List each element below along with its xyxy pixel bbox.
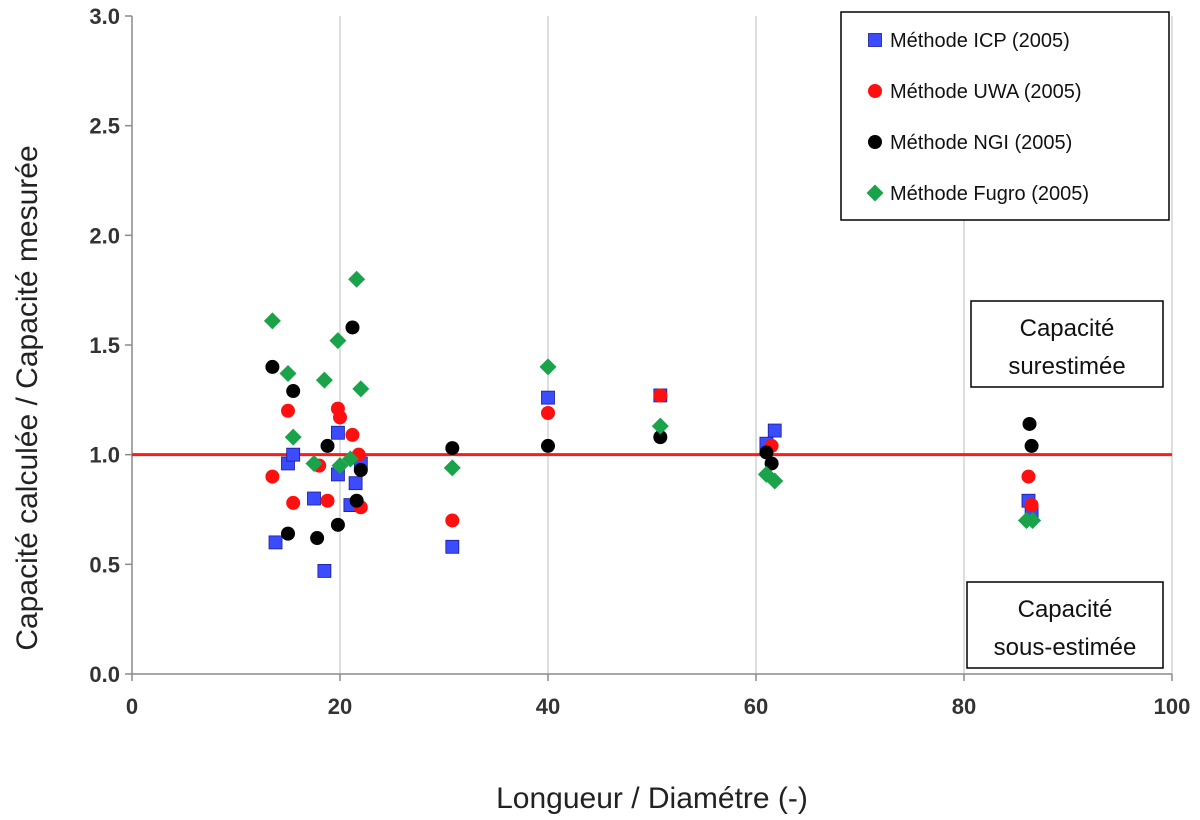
legend-label: Méthode NGI (2005) — [890, 132, 1072, 154]
data-point — [353, 463, 368, 478]
data-point — [348, 270, 366, 288]
data-point — [286, 384, 301, 399]
data-point — [286, 495, 301, 510]
data-point — [348, 476, 363, 491]
annotation-line: surestimée — [1008, 353, 1125, 380]
data-point — [541, 405, 555, 420]
legend-box — [840, 11, 1170, 221]
x-tick-label: 60 — [744, 694, 768, 719]
data-point — [653, 388, 668, 403]
x-tick-label: 100 — [1154, 694, 1191, 719]
x-axis-label: Longueur / Diamétre (-) — [496, 782, 808, 815]
data-point — [320, 493, 335, 508]
legend-label: Méthode Fugro (2005) — [890, 183, 1089, 205]
legend-marker — [866, 184, 884, 202]
annotation-box — [966, 581, 1164, 669]
data-point — [329, 332, 347, 350]
legend-label: Méthode ICP (2005) — [890, 30, 1070, 52]
data-point — [286, 447, 301, 462]
data-point — [1024, 498, 1039, 513]
annotation-line: Capacité — [1020, 315, 1115, 342]
y-tick-label: 0.5 — [89, 552, 120, 577]
annotation-overestimated: Capacité surestimée — [970, 300, 1164, 388]
annotation-box — [970, 300, 1164, 388]
x-tick-label: 0 — [126, 694, 138, 719]
data-point — [767, 423, 782, 438]
data-point — [281, 403, 295, 418]
data-point — [1021, 469, 1036, 484]
data-point — [764, 456, 779, 471]
data-point — [541, 390, 555, 405]
series-1 — [268, 388, 1039, 578]
legend-marker — [868, 33, 882, 47]
data-point — [445, 441, 460, 456]
series-4 — [263, 270, 1042, 529]
data-point — [541, 438, 555, 453]
data-point — [766, 472, 784, 490]
data-point — [345, 320, 360, 335]
data-point — [651, 417, 669, 435]
data-point — [539, 358, 557, 376]
x-tick-labels: 0 20 40 60 80 100 — [126, 674, 1190, 719]
legend-marker — [868, 135, 882, 149]
series-2 — [265, 388, 1039, 528]
data-point — [307, 491, 321, 506]
data-point — [320, 438, 335, 453]
legend-marker — [868, 84, 882, 98]
y-tick-label: 2.0 — [89, 223, 120, 248]
data-point — [281, 526, 295, 541]
data-point — [653, 430, 668, 445]
data-point — [331, 425, 345, 440]
annotation-line: Capacité — [1018, 596, 1113, 623]
annotation-line: sous-estimée — [994, 634, 1137, 661]
data-point — [268, 535, 283, 550]
data-point — [1024, 511, 1042, 529]
legend: Méthode ICP (2005) Méthode UWA (2005) Méth… — [840, 11, 1170, 221]
data-point — [352, 380, 370, 398]
data-point — [445, 539, 460, 554]
data-point — [265, 359, 280, 374]
data-point — [349, 493, 364, 508]
data-point — [1022, 416, 1037, 431]
y-tick-label: 3.0 — [89, 4, 120, 29]
y-tick-labels: 0.0 0.5 1.0 1.5 2.0 2.5 3.0 — [89, 4, 132, 687]
data-point — [759, 445, 774, 460]
data-point — [443, 459, 461, 477]
data-point — [279, 365, 297, 383]
x-tick-label: 20 — [328, 694, 352, 719]
data-point — [445, 513, 460, 528]
data-point — [333, 410, 347, 425]
data-point — [345, 427, 360, 442]
data-point — [315, 371, 333, 389]
annotation-underestimated: Capacité sous-estimée — [966, 581, 1164, 669]
data-point — [265, 469, 280, 484]
legend-label: Méthode UWA (2005) — [890, 81, 1082, 103]
data-point — [310, 531, 325, 546]
data-point — [330, 517, 345, 532]
x-tick-label: 80 — [952, 694, 976, 719]
y-tick-label: 2.5 — [89, 114, 120, 139]
x-tick-label: 40 — [536, 694, 560, 719]
y-tick-label: 0.0 — [89, 662, 120, 687]
y-tick-label: 1.0 — [89, 443, 120, 468]
data-point — [284, 428, 302, 446]
y-axis-label: Capacité calculée / Capacité mesurée — [11, 145, 44, 650]
y-tick-label: 1.5 — [89, 333, 120, 358]
data-points — [263, 270, 1042, 578]
data-point — [341, 450, 359, 468]
data-point — [1024, 438, 1039, 453]
series-3 — [265, 320, 1039, 546]
data-point — [305, 454, 323, 472]
data-point — [263, 312, 281, 330]
data-point — [317, 564, 332, 578]
